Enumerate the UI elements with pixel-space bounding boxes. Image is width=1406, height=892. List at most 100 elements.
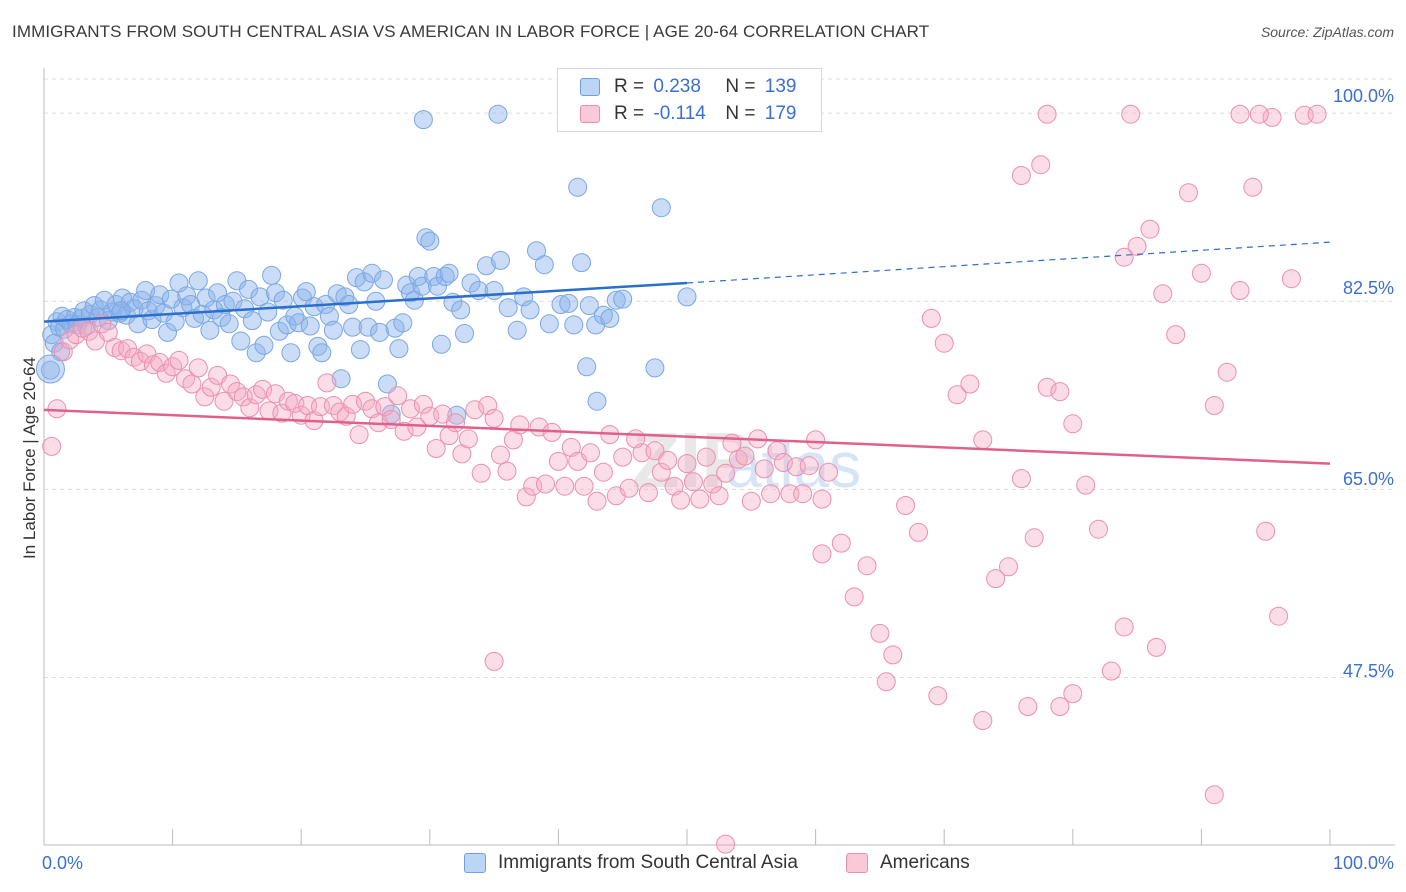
data-point-americans bbox=[484, 651, 504, 671]
data-point-americans bbox=[773, 453, 793, 472]
trend-lines bbox=[43, 241, 1331, 465]
data-point-immigrants bbox=[551, 295, 571, 314]
data-point-immigrants bbox=[393, 313, 413, 333]
data-point-americans bbox=[799, 456, 819, 476]
data-point-americans bbox=[1121, 104, 1141, 124]
data-point-americans bbox=[921, 308, 941, 328]
data-point-americans bbox=[909, 522, 928, 542]
data-point-immigrants bbox=[447, 405, 467, 425]
data-point-americans bbox=[883, 645, 903, 665]
data-point-immigrants bbox=[312, 343, 332, 363]
data-point-americans bbox=[876, 672, 896, 692]
axes bbox=[43, 68, 1395, 846]
data-point-immigrants bbox=[150, 285, 170, 305]
data-point-americans bbox=[1217, 362, 1237, 382]
data-point-americans bbox=[844, 587, 864, 607]
legend-swatch-blue bbox=[464, 853, 486, 873]
data-point-americans bbox=[1269, 606, 1289, 626]
data-point-immigrants bbox=[507, 320, 527, 340]
data-point-immigrants bbox=[35, 354, 65, 384]
legend-n-value: 139 bbox=[764, 76, 797, 97]
data-point-americans bbox=[973, 711, 993, 730]
data-point-americans bbox=[671, 490, 691, 510]
data-point-immigrants bbox=[600, 308, 620, 328]
data-point-americans bbox=[465, 400, 485, 420]
data-point-immigrants bbox=[488, 104, 508, 124]
data-point-immigrants bbox=[476, 256, 496, 276]
data-point-americans bbox=[1011, 166, 1031, 185]
data-point-americans bbox=[195, 387, 215, 407]
data-point-americans bbox=[1063, 414, 1083, 434]
data-point-americans bbox=[1307, 104, 1327, 124]
data-point-americans bbox=[1146, 637, 1166, 657]
grid-lines bbox=[44, 78, 1395, 678]
data-point-immigrants bbox=[408, 267, 428, 286]
data-point-americans bbox=[638, 483, 658, 503]
y-tick-label: 47.5% bbox=[1342, 661, 1394, 681]
data-point-americans bbox=[227, 382, 247, 402]
data-point-immigrants bbox=[350, 340, 370, 360]
data-point-immigrants bbox=[246, 343, 266, 363]
series-legend: Immigrants from South Central Asia Ameri… bbox=[0, 852, 1406, 876]
data-point-immigrants bbox=[188, 271, 208, 291]
legend-swatch-blue bbox=[580, 78, 600, 96]
legend-n-label: N = bbox=[725, 103, 756, 124]
data-point-americans bbox=[317, 373, 337, 393]
data-point-americans bbox=[497, 461, 517, 481]
legend-n-value: 179 bbox=[764, 103, 797, 124]
data-point-americans bbox=[1037, 104, 1057, 124]
legend-label-americans: Americans bbox=[880, 852, 970, 873]
data-point-immigrants bbox=[262, 265, 282, 285]
data-point-americans bbox=[60, 330, 80, 350]
data-point-americans bbox=[986, 569, 1006, 589]
series-americans bbox=[42, 104, 1327, 854]
data-point-immigrants bbox=[273, 290, 293, 310]
data-point-americans bbox=[401, 399, 420, 419]
data-point-americans bbox=[812, 489, 832, 509]
data-point-immigrants bbox=[451, 300, 471, 320]
data-point-immigrants bbox=[362, 263, 382, 283]
data-point-americans bbox=[690, 489, 710, 509]
data-point-americans bbox=[754, 459, 774, 479]
data-point-americans bbox=[806, 430, 826, 450]
data-point-americans bbox=[150, 353, 170, 372]
legend-swatch-pink bbox=[846, 853, 868, 873]
data-point-immigrants bbox=[300, 316, 320, 336]
data-point-americans bbox=[47, 399, 67, 419]
legend-row-americans: R = -0.114 N = 179 bbox=[580, 102, 796, 126]
data-point-americans bbox=[221, 374, 240, 394]
data-point-americans bbox=[1153, 284, 1173, 304]
data-point-immigrants bbox=[111, 301, 131, 321]
legend-item-americans[interactable]: Americans bbox=[846, 852, 970, 874]
data-point-americans bbox=[446, 413, 465, 433]
data-point-americans bbox=[1050, 697, 1070, 716]
data-point-americans bbox=[1063, 684, 1083, 704]
data-point-americans bbox=[812, 544, 832, 564]
data-point-americans bbox=[458, 429, 478, 449]
data-point-americans bbox=[683, 472, 703, 492]
data-point-immigrants bbox=[250, 287, 270, 307]
data-point-americans bbox=[53, 342, 73, 362]
data-point-immigrants bbox=[420, 231, 440, 251]
data-point-immigrants bbox=[435, 267, 455, 286]
data-point-americans bbox=[188, 358, 208, 378]
data-point-americans bbox=[1076, 475, 1096, 495]
data-point-immigrants bbox=[613, 289, 633, 309]
data-point-immigrants bbox=[219, 314, 239, 334]
data-point-americans bbox=[857, 556, 877, 576]
legend-item-immigrants[interactable]: Immigrants from South Central Asia bbox=[464, 852, 798, 874]
data-point-americans bbox=[201, 377, 221, 397]
data-point-americans bbox=[1262, 107, 1282, 127]
data-point-immigrants bbox=[242, 311, 262, 331]
data-point-immigrants bbox=[196, 288, 216, 308]
legend-r-value: 0.238 bbox=[653, 76, 701, 97]
data-point-americans bbox=[169, 350, 189, 370]
legend-label-immigrants: Immigrants from South Central Asia bbox=[498, 852, 798, 873]
data-point-americans bbox=[491, 445, 510, 465]
data-point-americans bbox=[426, 439, 446, 458]
data-point-americans bbox=[593, 462, 613, 482]
data-point-americans bbox=[1281, 269, 1301, 289]
data-point-americans bbox=[651, 462, 671, 482]
data-point-americans bbox=[1179, 183, 1198, 203]
data-point-immigrants bbox=[651, 198, 671, 218]
